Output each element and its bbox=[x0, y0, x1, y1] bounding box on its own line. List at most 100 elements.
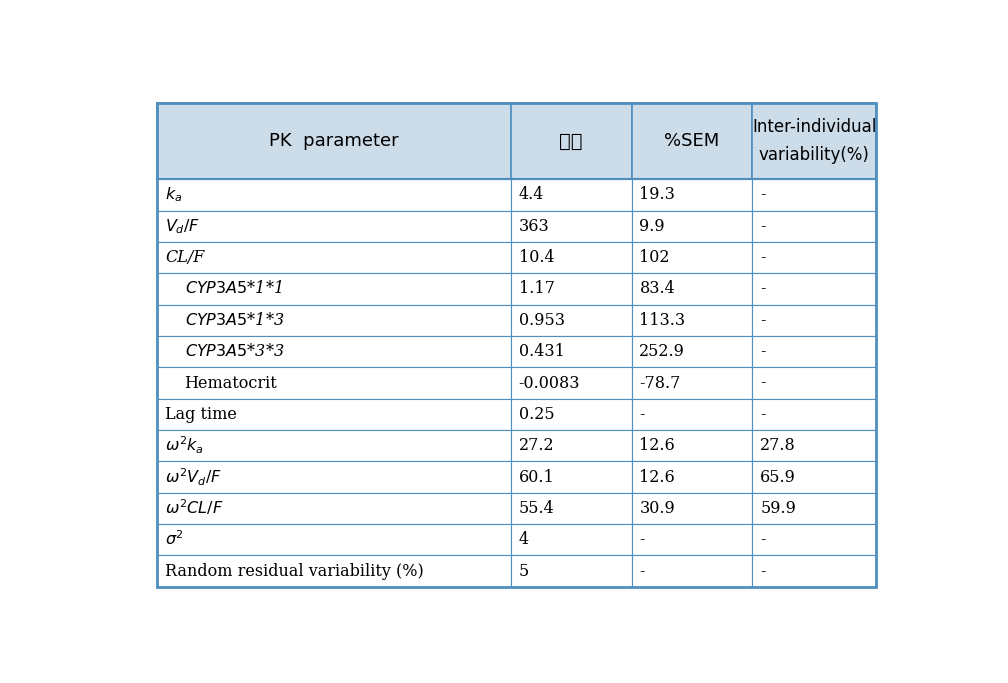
Bar bbox=[157, 336, 511, 367]
Bar bbox=[632, 210, 752, 242]
Bar bbox=[157, 367, 511, 399]
Text: 4.4: 4.4 bbox=[519, 186, 544, 204]
Bar bbox=[752, 242, 876, 273]
Bar bbox=[511, 103, 632, 179]
Bar bbox=[752, 305, 876, 336]
Text: %SEM: %SEM bbox=[664, 132, 720, 150]
Bar bbox=[632, 462, 752, 492]
Bar bbox=[752, 492, 876, 524]
Bar bbox=[511, 492, 632, 524]
Bar bbox=[752, 273, 876, 305]
Bar bbox=[632, 336, 752, 367]
Bar bbox=[752, 210, 876, 242]
Text: 83.4: 83.4 bbox=[639, 281, 675, 298]
Text: -: - bbox=[639, 406, 645, 423]
Bar bbox=[632, 524, 752, 555]
Text: -: - bbox=[760, 343, 766, 360]
Text: Lag time: Lag time bbox=[165, 406, 237, 423]
Bar bbox=[157, 430, 511, 462]
Bar bbox=[157, 492, 511, 524]
Text: Hematocrit: Hematocrit bbox=[184, 374, 277, 391]
Bar bbox=[752, 336, 876, 367]
Text: 19.3: 19.3 bbox=[639, 186, 675, 204]
Text: 252.9: 252.9 bbox=[639, 343, 685, 360]
Text: variability(%): variability(%) bbox=[759, 146, 870, 165]
Text: 55.4: 55.4 bbox=[519, 500, 554, 517]
Text: PK  parameter: PK parameter bbox=[269, 132, 399, 150]
Text: -: - bbox=[760, 406, 766, 423]
Bar bbox=[752, 462, 876, 492]
Text: 59.9: 59.9 bbox=[760, 500, 796, 517]
Bar bbox=[511, 179, 632, 210]
Text: 60.1: 60.1 bbox=[519, 469, 554, 486]
Text: -: - bbox=[760, 374, 766, 391]
Text: 5: 5 bbox=[519, 563, 529, 580]
Text: 65.9: 65.9 bbox=[760, 469, 796, 486]
Text: -: - bbox=[760, 531, 766, 548]
Bar bbox=[752, 399, 876, 430]
Bar bbox=[632, 305, 752, 336]
Text: -: - bbox=[760, 312, 766, 329]
Text: $\omega^2V_d/F$: $\omega^2V_d/F$ bbox=[165, 466, 222, 488]
Bar bbox=[157, 305, 511, 336]
Text: 12.6: 12.6 bbox=[639, 469, 675, 486]
Text: $CYP3A5$*1*3: $CYP3A5$*1*3 bbox=[184, 312, 284, 329]
Text: $CYP3A5$*1*1: $CYP3A5$*1*1 bbox=[184, 281, 281, 298]
Text: -: - bbox=[760, 281, 766, 298]
Text: CL/F: CL/F bbox=[165, 249, 205, 266]
Bar bbox=[157, 273, 511, 305]
Bar bbox=[752, 524, 876, 555]
Text: $CYP3A5$*3*3: $CYP3A5$*3*3 bbox=[184, 343, 284, 360]
Bar bbox=[752, 430, 876, 462]
Text: 363: 363 bbox=[519, 218, 549, 235]
Text: -: - bbox=[639, 531, 645, 548]
Bar bbox=[511, 305, 632, 336]
Bar bbox=[632, 242, 752, 273]
Bar bbox=[511, 210, 632, 242]
Text: $V_d/F$: $V_d/F$ bbox=[165, 217, 201, 236]
Text: -: - bbox=[760, 186, 766, 204]
Text: 27.8: 27.8 bbox=[760, 437, 796, 454]
Text: 102: 102 bbox=[639, 249, 670, 266]
Text: Inter-individual: Inter-individual bbox=[752, 118, 876, 136]
Bar bbox=[752, 179, 876, 210]
Text: $k_a$: $k_a$ bbox=[165, 186, 182, 204]
Bar bbox=[157, 210, 511, 242]
Text: 9.9: 9.9 bbox=[639, 218, 665, 235]
Bar bbox=[752, 555, 876, 587]
Text: -: - bbox=[639, 563, 645, 580]
Text: 12.6: 12.6 bbox=[639, 437, 675, 454]
Bar bbox=[511, 367, 632, 399]
Bar bbox=[632, 273, 752, 305]
Text: 113.3: 113.3 bbox=[639, 312, 685, 329]
Bar bbox=[511, 462, 632, 492]
Bar bbox=[157, 399, 511, 430]
Bar bbox=[511, 524, 632, 555]
Text: 30.9: 30.9 bbox=[639, 500, 675, 517]
Bar bbox=[511, 273, 632, 305]
Bar bbox=[632, 399, 752, 430]
Text: -0.0083: -0.0083 bbox=[519, 374, 581, 391]
Bar bbox=[752, 367, 876, 399]
Bar bbox=[511, 430, 632, 462]
Text: 0.25: 0.25 bbox=[519, 406, 554, 423]
Text: -78.7: -78.7 bbox=[639, 374, 680, 391]
Text: 0.431: 0.431 bbox=[519, 343, 564, 360]
Text: 27.2: 27.2 bbox=[519, 437, 554, 454]
Bar bbox=[632, 430, 752, 462]
Bar bbox=[157, 103, 511, 179]
Text: -: - bbox=[760, 218, 766, 235]
Bar bbox=[511, 336, 632, 367]
Text: $\omega^2k_a$: $\omega^2k_a$ bbox=[165, 435, 204, 456]
Text: 4: 4 bbox=[519, 531, 529, 548]
Bar bbox=[511, 399, 632, 430]
Bar bbox=[752, 103, 876, 179]
Text: Random residual variability (%): Random residual variability (%) bbox=[165, 563, 423, 580]
Bar bbox=[511, 555, 632, 587]
Text: $\omega^2CL/F$: $\omega^2CL/F$ bbox=[165, 499, 224, 518]
Text: 1.17: 1.17 bbox=[519, 281, 554, 298]
Bar bbox=[511, 242, 632, 273]
Text: -: - bbox=[760, 249, 766, 266]
Bar bbox=[632, 179, 752, 210]
Bar bbox=[632, 367, 752, 399]
